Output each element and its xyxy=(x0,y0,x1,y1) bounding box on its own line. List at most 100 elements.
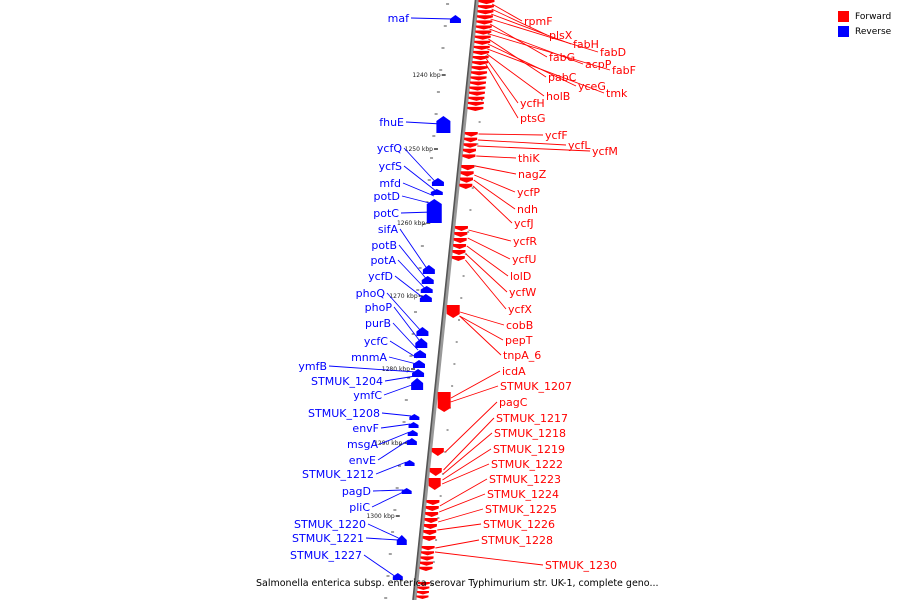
legend-forward: Forward xyxy=(838,9,891,24)
forward-feature-glyph xyxy=(452,250,466,255)
reverse-feature-glyph xyxy=(412,369,425,377)
reverse-feature-glyph xyxy=(419,294,432,302)
forward-feature-glyph xyxy=(428,478,441,490)
forward-leader-line xyxy=(442,432,493,475)
forward-leader-line xyxy=(488,33,611,71)
forward-leader-line xyxy=(450,370,501,399)
reverse-gene-label: ymfC xyxy=(353,389,382,402)
forward-feature-glyph xyxy=(475,30,492,35)
reverse-feature-glyph xyxy=(404,460,415,466)
forward-leader-line xyxy=(437,508,484,523)
axis-tick-label: 1280 kbp xyxy=(382,366,410,373)
forward-leader-line xyxy=(487,43,577,87)
reverse-gene-label: pliC xyxy=(349,501,370,514)
reverse-gene-label: sifA xyxy=(378,223,399,236)
reverse-gene-label: STMUK_1220 xyxy=(294,518,366,531)
reverse-leader-line xyxy=(400,211,433,214)
genome-axis: 1240 kbp 1250 kbp 1260 kbp 1270 kbp 1280 kbp… xyxy=(366,0,493,600)
forward-gene-label: tmk xyxy=(606,87,628,100)
forward-feature-glyph xyxy=(474,35,491,40)
forward-gene-label: fabF xyxy=(612,64,636,77)
reverse-gene-label: msgA xyxy=(347,438,378,451)
reverse-leader-line xyxy=(403,147,436,183)
forward-feature-glyph xyxy=(460,171,474,177)
reverse-leader-line xyxy=(372,489,404,492)
reverse-gene-label: ycfD xyxy=(368,270,393,283)
forward-feature-glyph xyxy=(476,15,493,20)
forward-gene-label: ycfM xyxy=(592,145,618,158)
forward-gene-label: lolD xyxy=(510,270,531,283)
forward-feature-glyph xyxy=(453,238,467,243)
reverse-gene-label: pagD xyxy=(342,485,371,498)
forward-gene-label: STMUK_1226 xyxy=(483,518,555,531)
reverse-feature-glyph xyxy=(411,378,424,390)
forward-swatch xyxy=(838,11,849,22)
forward-leader-line xyxy=(465,253,508,293)
forward-feature-glyph xyxy=(470,76,487,81)
forward-gene-label: pepT xyxy=(505,334,533,347)
reverse-leader-line xyxy=(401,195,434,205)
forward-feature-glyph xyxy=(472,56,489,61)
forward-leader-line xyxy=(465,259,507,310)
forward-gene-label: ycfJ xyxy=(514,217,534,230)
reverse-leader-line xyxy=(383,383,415,396)
forward-feature-glyph xyxy=(473,50,490,55)
forward-feature-glyph xyxy=(425,512,439,517)
map-caption: Salmonella enterica subsp. enterica sero… xyxy=(256,578,659,589)
reverse-gene-label: potA xyxy=(370,254,396,267)
forward-leader-line xyxy=(439,478,488,507)
forward-feature-glyph xyxy=(464,137,478,143)
reverse-feature-glyph xyxy=(414,350,427,358)
forward-gene-label: ycfP xyxy=(517,186,540,199)
reverse-gene-label: ycfS xyxy=(379,160,402,173)
reverse-gene-label: STMUK_1227 xyxy=(290,549,362,562)
forward-feature-glyph xyxy=(469,81,486,86)
reverse-gene-label: phoQ xyxy=(356,287,386,300)
forward-feature-glyph xyxy=(424,518,438,523)
forward-feature-glyph xyxy=(419,566,433,571)
forward-labels: rpmFplsXfabHfabDfabGacpPfabFpabCyceGtmkh… xyxy=(434,3,636,572)
forward-gene-label: STMUK_1230 xyxy=(545,559,617,572)
forward-leader-line xyxy=(459,315,504,341)
axis-tick-label: 1290 kbp xyxy=(374,440,402,447)
forward-gene-label: cobB xyxy=(506,319,533,332)
forward-gene-label: STMUK_1224 xyxy=(487,488,559,501)
legend-reverse: Reverse xyxy=(838,24,891,39)
reverse-gene-label: maf xyxy=(388,12,410,25)
reverse-gene-label: envE xyxy=(349,454,376,467)
forward-leader-line xyxy=(442,448,492,481)
forward-gene-label: STMUK_1219 xyxy=(493,443,565,456)
forward-leader-line xyxy=(441,463,490,485)
reverse-gene-label: envF xyxy=(352,422,379,435)
forward-leader-line xyxy=(459,311,505,326)
reverse-feature-glyph xyxy=(426,199,442,223)
forward-feature-glyph xyxy=(471,71,488,76)
reverse-gene-label: ymfB xyxy=(298,360,327,373)
reverse-gene-label: STMUK_1221 xyxy=(292,532,364,545)
forward-leader-line xyxy=(489,28,584,65)
reverse-feature-glyph xyxy=(415,338,428,348)
reverse-feature-glyph xyxy=(420,286,433,293)
forward-gene-label: ndh xyxy=(517,203,538,216)
reverse-feature-glyph xyxy=(392,573,403,580)
reverse-leader-line xyxy=(375,461,407,475)
forward-gene-label: fabD xyxy=(600,46,626,59)
legend-reverse-label: Reverse xyxy=(855,26,892,37)
reverse-feature-glyph xyxy=(449,15,461,23)
forward-feature-glyph xyxy=(423,530,437,535)
reverse-features xyxy=(392,15,461,580)
forward-leader-line xyxy=(487,48,605,94)
reverse-leader-line xyxy=(363,554,395,577)
axis-tick-label: 1250 kbp xyxy=(405,146,433,153)
forward-leader-line xyxy=(478,133,544,136)
forward-gene-label: ycfX xyxy=(508,303,532,316)
reverse-feature-glyph xyxy=(406,438,417,445)
forward-feature-glyph xyxy=(474,40,491,45)
forward-leader-line xyxy=(434,551,544,566)
forward-feature-glyph xyxy=(421,551,435,556)
reverse-gene-label: fhuE xyxy=(379,116,404,129)
forward-leader-line xyxy=(477,145,591,152)
forward-feature-glyph xyxy=(423,524,437,529)
